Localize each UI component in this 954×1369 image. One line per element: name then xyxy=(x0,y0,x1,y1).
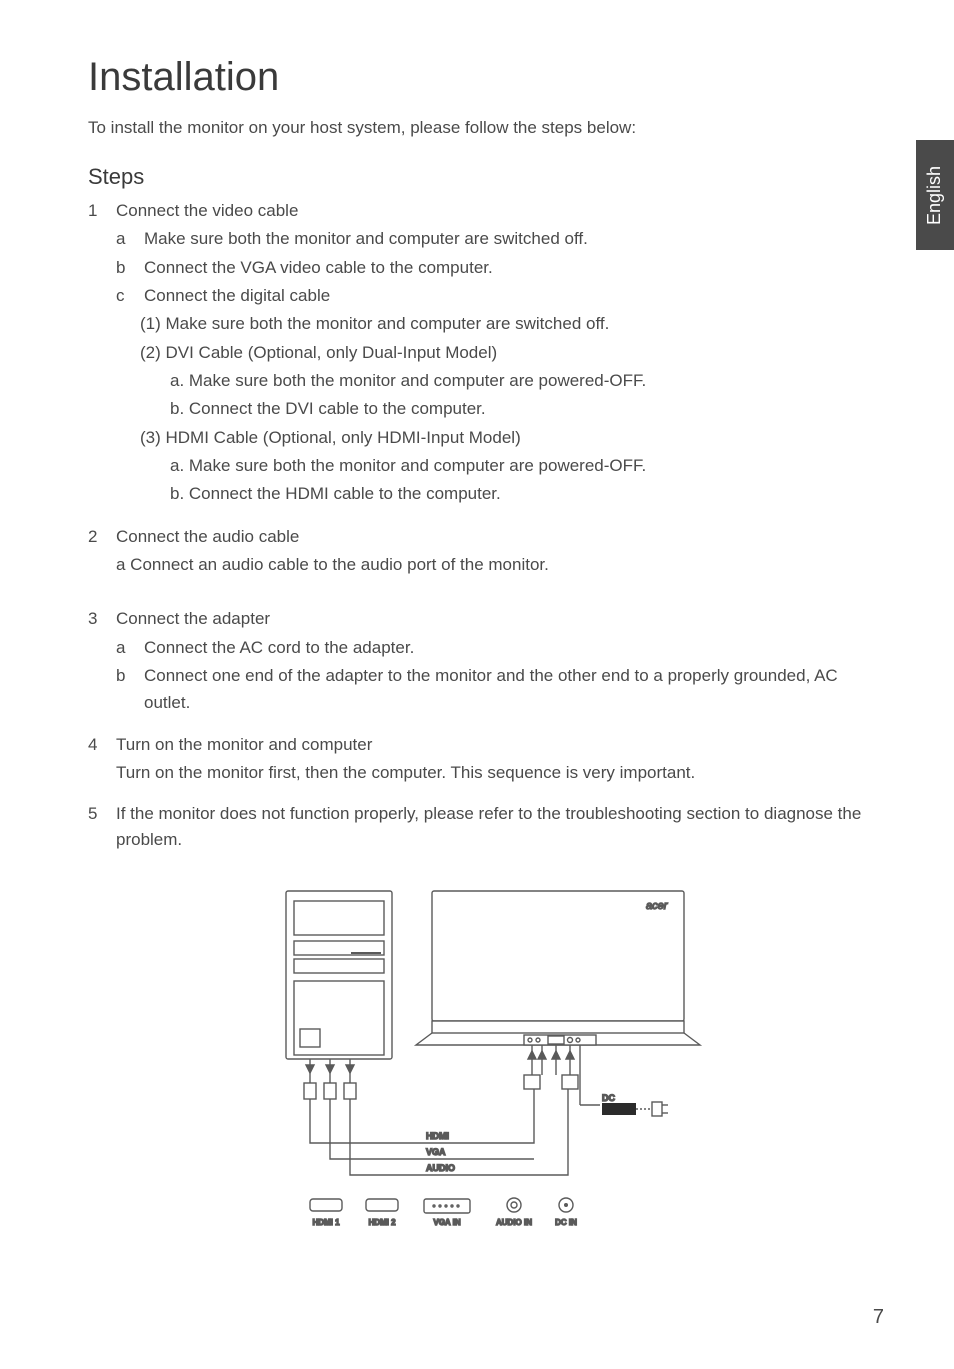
subsub-text: (2) DVI Cable (Optional, only Dual-Input… xyxy=(88,340,884,366)
step-text: If the monitor does not function properl… xyxy=(116,801,884,854)
audio-label: AUDIO xyxy=(426,1163,455,1173)
page-title: Installation xyxy=(88,55,884,100)
subsubsub-text: a. Make sure both the monitor and comput… xyxy=(88,453,884,479)
sub-letter: b xyxy=(116,663,144,716)
step-text: Connect the video cable xyxy=(116,198,298,224)
port-hdmi2: HDMI 2 xyxy=(368,1218,396,1227)
sub-text: Connect one end of the adapter to the mo… xyxy=(144,663,884,716)
sub-text: Connect the AC cord to the adapter. xyxy=(144,635,414,661)
steps-list: 1Connect the video cable aMake sure both… xyxy=(88,198,884,853)
intro-text: To install the monitor on your host syst… xyxy=(88,118,884,138)
step-text: Connect the audio cable xyxy=(116,524,299,550)
sub-letter: a xyxy=(116,226,144,252)
page-number: 7 xyxy=(873,1306,884,1329)
port-audioin: AUDIO IN xyxy=(496,1218,532,1227)
sub-text: Turn on the monitor first, then the comp… xyxy=(88,760,884,786)
port-dcin: DC IN xyxy=(555,1218,577,1227)
dc-label: DC xyxy=(602,1093,615,1103)
language-tab: English xyxy=(916,140,954,250)
subsubsub-text: b. Connect the HDMI cable to the compute… xyxy=(88,481,884,507)
step-number: 3 xyxy=(88,606,116,632)
subsubsub-text: b. Connect the DVI cable to the computer… xyxy=(88,396,884,422)
subsubsub-text: a. Make sure both the monitor and comput… xyxy=(88,368,884,394)
sub-letter: c xyxy=(116,283,144,309)
page-content: Installation To install the monitor on y… xyxy=(0,0,954,1293)
sub-text: Connect the VGA video cable to the compu… xyxy=(144,255,493,281)
step-number: 5 xyxy=(88,801,116,854)
language-tab-label: English xyxy=(925,165,946,224)
sub-text: Make sure both the monitor and computer … xyxy=(144,226,588,252)
connection-diagram: acer xyxy=(266,873,706,1253)
subsub-text: (1) Make sure both the monitor and compu… xyxy=(88,311,884,337)
step-number: 4 xyxy=(88,732,116,758)
step-number: 1 xyxy=(88,198,116,224)
brand-label: acer xyxy=(646,900,669,912)
sub-text: a Connect an audio cable to the audio po… xyxy=(88,552,884,578)
steps-heading: Steps xyxy=(88,164,884,190)
step-text: Turn on the monitor and computer xyxy=(116,732,372,758)
step-number: 2 xyxy=(88,524,116,550)
port-hdmi1: HDMI 1 xyxy=(312,1218,340,1227)
sub-letter: b xyxy=(116,255,144,281)
hdmi-label: HDMI xyxy=(426,1131,449,1141)
sub-text: Connect the digital cable xyxy=(144,283,330,309)
vga-label: VGA xyxy=(426,1147,446,1157)
step-text: Connect the adapter xyxy=(116,606,270,632)
port-vgain: VGA IN xyxy=(433,1218,460,1227)
subsub-text: (3) HDMI Cable (Optional, only HDMI-Inpu… xyxy=(88,425,884,451)
sub-letter: a xyxy=(116,635,144,661)
